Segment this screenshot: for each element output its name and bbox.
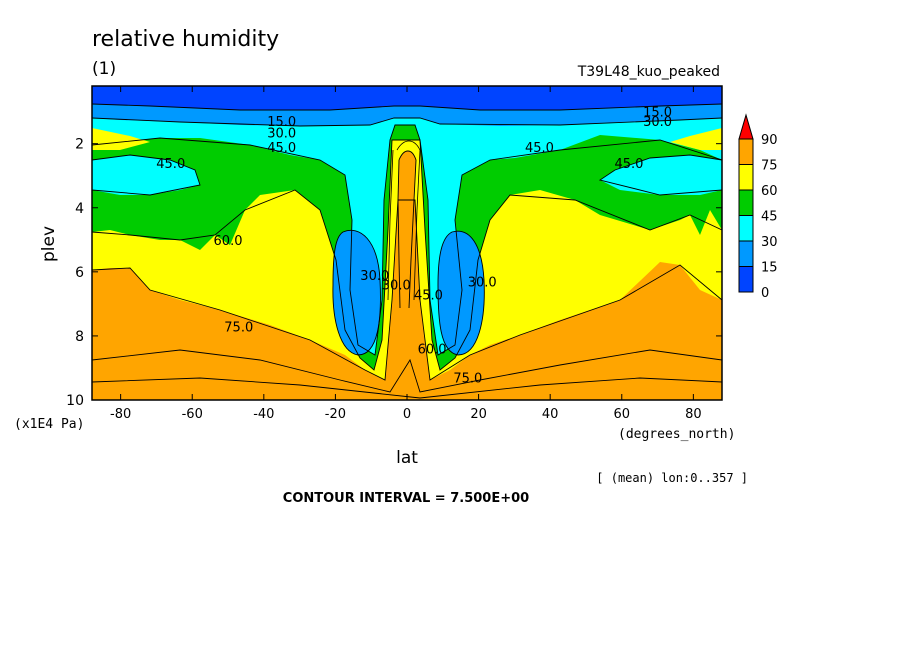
y-tick-label: 10 xyxy=(66,393,84,409)
colorbar-label: 30 xyxy=(761,235,778,250)
lobe-cyan-south xyxy=(92,155,200,195)
colorbar-swatch xyxy=(738,189,754,216)
contour-label: 45.0 xyxy=(614,157,643,172)
contour-label: 60.0 xyxy=(214,234,243,249)
oval-south xyxy=(332,230,381,355)
y-units-label: (x1E4 Pa) xyxy=(14,417,84,432)
band-0-15 xyxy=(92,86,722,110)
y-tick-label: 4 xyxy=(75,201,84,217)
x-tick-label: -40 xyxy=(253,407,274,422)
contour-label: 75.0 xyxy=(453,372,482,387)
colorbar-swatch xyxy=(738,215,754,242)
band-45-60 xyxy=(92,86,722,370)
contour-label: 15.0 xyxy=(643,106,672,121)
colorbar-swatch xyxy=(738,164,754,191)
colorbar-arrow xyxy=(738,113,754,140)
colorbar-swatch xyxy=(738,266,754,293)
contour-label: 30.0 xyxy=(382,279,411,294)
colorbar-label: 45 xyxy=(761,210,778,225)
y-axis-label: plev xyxy=(39,226,59,262)
contour-label: 30.0 xyxy=(468,275,497,290)
mean-note: [ (mean) lon:0..357 ] xyxy=(596,471,748,485)
contour-label: 60.0 xyxy=(418,343,447,358)
x-tick-label: 80 xyxy=(685,407,702,422)
colorbar-label: 90 xyxy=(761,133,778,148)
edge-yellow-north xyxy=(670,128,722,150)
edge-yellow-south xyxy=(92,128,150,150)
y-tick-label: 6 xyxy=(75,265,84,281)
chart-title: relative humidity xyxy=(92,27,279,52)
x-units-label: (degrees_north) xyxy=(618,427,735,442)
colorbar: 90 75 60 45 30 15 0 xyxy=(738,113,778,301)
x-tick-label: 20 xyxy=(470,407,487,422)
colorbar-label: 0 xyxy=(761,286,769,301)
x-tick-label: 0 xyxy=(403,407,411,422)
contour-label: 15.0 xyxy=(267,115,296,130)
y-axis: 2 4 6 8 10 xyxy=(66,137,722,409)
contour-label: 45.0 xyxy=(267,141,296,156)
contour-field xyxy=(92,86,722,400)
contour-label: 30.0 xyxy=(643,115,672,130)
colorbar-label: 15 xyxy=(761,261,778,276)
colorbar-swatch xyxy=(738,138,754,165)
contour-labels: 15.030.045.045.060.075.030.030.045.060.0… xyxy=(156,106,672,387)
x-tick-label: 40 xyxy=(542,407,559,422)
contour-label: 45.0 xyxy=(525,141,554,156)
run-label: T39L48_kuo_peaked xyxy=(577,64,720,80)
x-tick-label: -80 xyxy=(110,407,131,422)
central-column xyxy=(398,151,416,308)
contour-label: 30.0 xyxy=(360,269,389,284)
contour-label: 45.0 xyxy=(156,157,185,172)
x-tick-label: 60 xyxy=(613,407,630,422)
x-tick-label: -60 xyxy=(182,407,203,422)
y-tick-label: 8 xyxy=(75,329,84,345)
chart-subtitle: (1) xyxy=(92,59,116,79)
central-yellow-rim xyxy=(387,140,421,301)
y-tick-label: 2 xyxy=(75,137,84,153)
x-axis-label: lat xyxy=(396,448,418,468)
colorbar-label: 60 xyxy=(761,184,778,199)
contour-label: 75.0 xyxy=(224,320,253,335)
x-axis: -80 -60 -40 -20 0 20 40 60 80 xyxy=(110,86,702,422)
contour-interval-note: CONTOUR INTERVAL = 7.500E+00 xyxy=(283,491,529,506)
x-tick-label: -20 xyxy=(325,407,346,422)
colorbar-swatch xyxy=(738,240,754,267)
contour-label: 45.0 xyxy=(414,288,443,303)
contour-lines xyxy=(92,103,722,399)
oval-north xyxy=(438,231,485,355)
contour-label: 30.0 xyxy=(267,126,296,141)
colorbar-label: 75 xyxy=(761,159,778,174)
